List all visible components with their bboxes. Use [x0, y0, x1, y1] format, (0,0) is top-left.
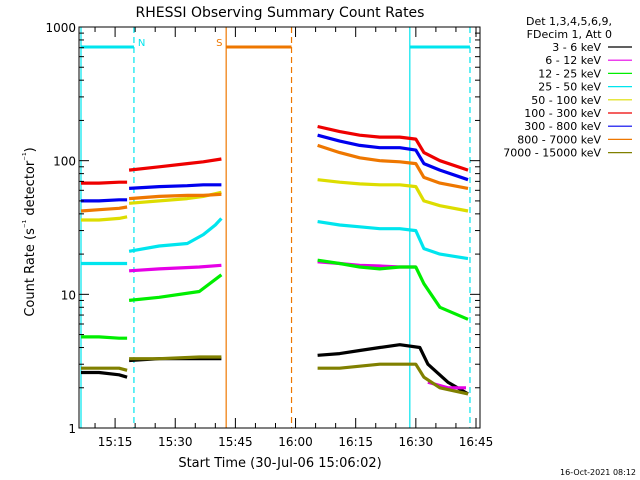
series-line-3-6keV	[317, 343, 469, 396]
x-tick-label: 16:00	[278, 435, 313, 449]
observing-bar-label: S	[216, 38, 222, 49]
series-line-7000-15000keV	[317, 362, 469, 396]
series-line-12-25keV	[81, 335, 128, 340]
chart-title: RHESSI Observing Summary Count Rates	[136, 5, 425, 21]
legend-entry-label: 25 - 50 keV	[538, 81, 601, 94]
x-tick-label: 16:30	[399, 435, 434, 449]
series-line-50-100keV	[317, 178, 469, 213]
x-tick-label: 16:45	[459, 435, 494, 449]
series-line-800-7000keV	[128, 192, 222, 201]
series-line-7000-15000keV	[129, 355, 222, 361]
y-axis-label: Count Rate (s⁻¹ detector⁻¹)	[22, 147, 38, 316]
plot-series	[80, 124, 469, 396]
series-line-50-100keV	[81, 215, 128, 222]
series-line-6-12keV	[128, 263, 222, 273]
legend-entry-label: 12 - 25 keV	[538, 67, 601, 80]
series-line-300-800keV	[129, 183, 222, 190]
legend-entry-label: 7000 - 15000 keV	[503, 147, 601, 160]
y-tick-label: 1	[68, 422, 76, 436]
legend: Det 1,3,4,5,6,9,FDecim 1, Att 03 - 6 keV…	[503, 15, 632, 160]
series-line-800-7000keV	[80, 205, 128, 213]
y-tick-label: 1000	[45, 21, 76, 35]
series-line-100-300keV	[317, 124, 469, 172]
plot-frame	[78, 26, 481, 429]
y-tick-label: 100	[53, 155, 76, 169]
x-tick-label: 15:15	[98, 435, 133, 449]
series-line-12-25keV	[317, 258, 469, 321]
x-tick-label: 16:15	[338, 435, 373, 449]
series-line-12-25keV	[128, 273, 223, 302]
series-line-100-300keV	[128, 157, 222, 172]
legend-entry-label: 6 - 12 keV	[545, 54, 601, 67]
x-tick-label: 15:45	[218, 435, 253, 449]
legend-entry-label: 50 - 100 keV	[531, 94, 601, 107]
legend-header: FDecim 1, Att 0	[527, 28, 612, 41]
series-line-3-6keV	[81, 370, 128, 379]
plot-axes: 1 10 100 1000 15:15 15:30 15:45 16:00 16:15 16:30…	[45, 21, 493, 449]
legend-header: Det 1,3,4,5,6,9,	[526, 15, 612, 28]
series-line-25-50keV	[128, 217, 223, 253]
x-tick-label: 15:30	[158, 435, 193, 449]
observing-bar-label: N	[138, 38, 145, 49]
series-line-300-800keV	[81, 198, 128, 203]
series-line-7000-15000keV	[81, 366, 128, 372]
legend-entry-label: 3 - 6 keV	[552, 41, 601, 54]
series-line-800-7000keV	[317, 143, 469, 190]
series-line-25-50keV	[317, 220, 469, 261]
x-axis-label: Start Time (30-Jul-06 15:06:02)	[178, 456, 381, 471]
series-line-100-300keV	[81, 180, 128, 185]
legend-entry-label: 800 - 7000 keV	[517, 133, 601, 146]
series-line-300-800keV	[317, 133, 469, 182]
footer-timestamp: 16-Oct-2021 08:12	[560, 468, 636, 477]
y-tick-label: 10	[61, 288, 76, 302]
legend-entry-label: 300 - 800 keV	[524, 120, 601, 133]
legend-entry-label: 100 - 300 keV	[524, 107, 601, 120]
